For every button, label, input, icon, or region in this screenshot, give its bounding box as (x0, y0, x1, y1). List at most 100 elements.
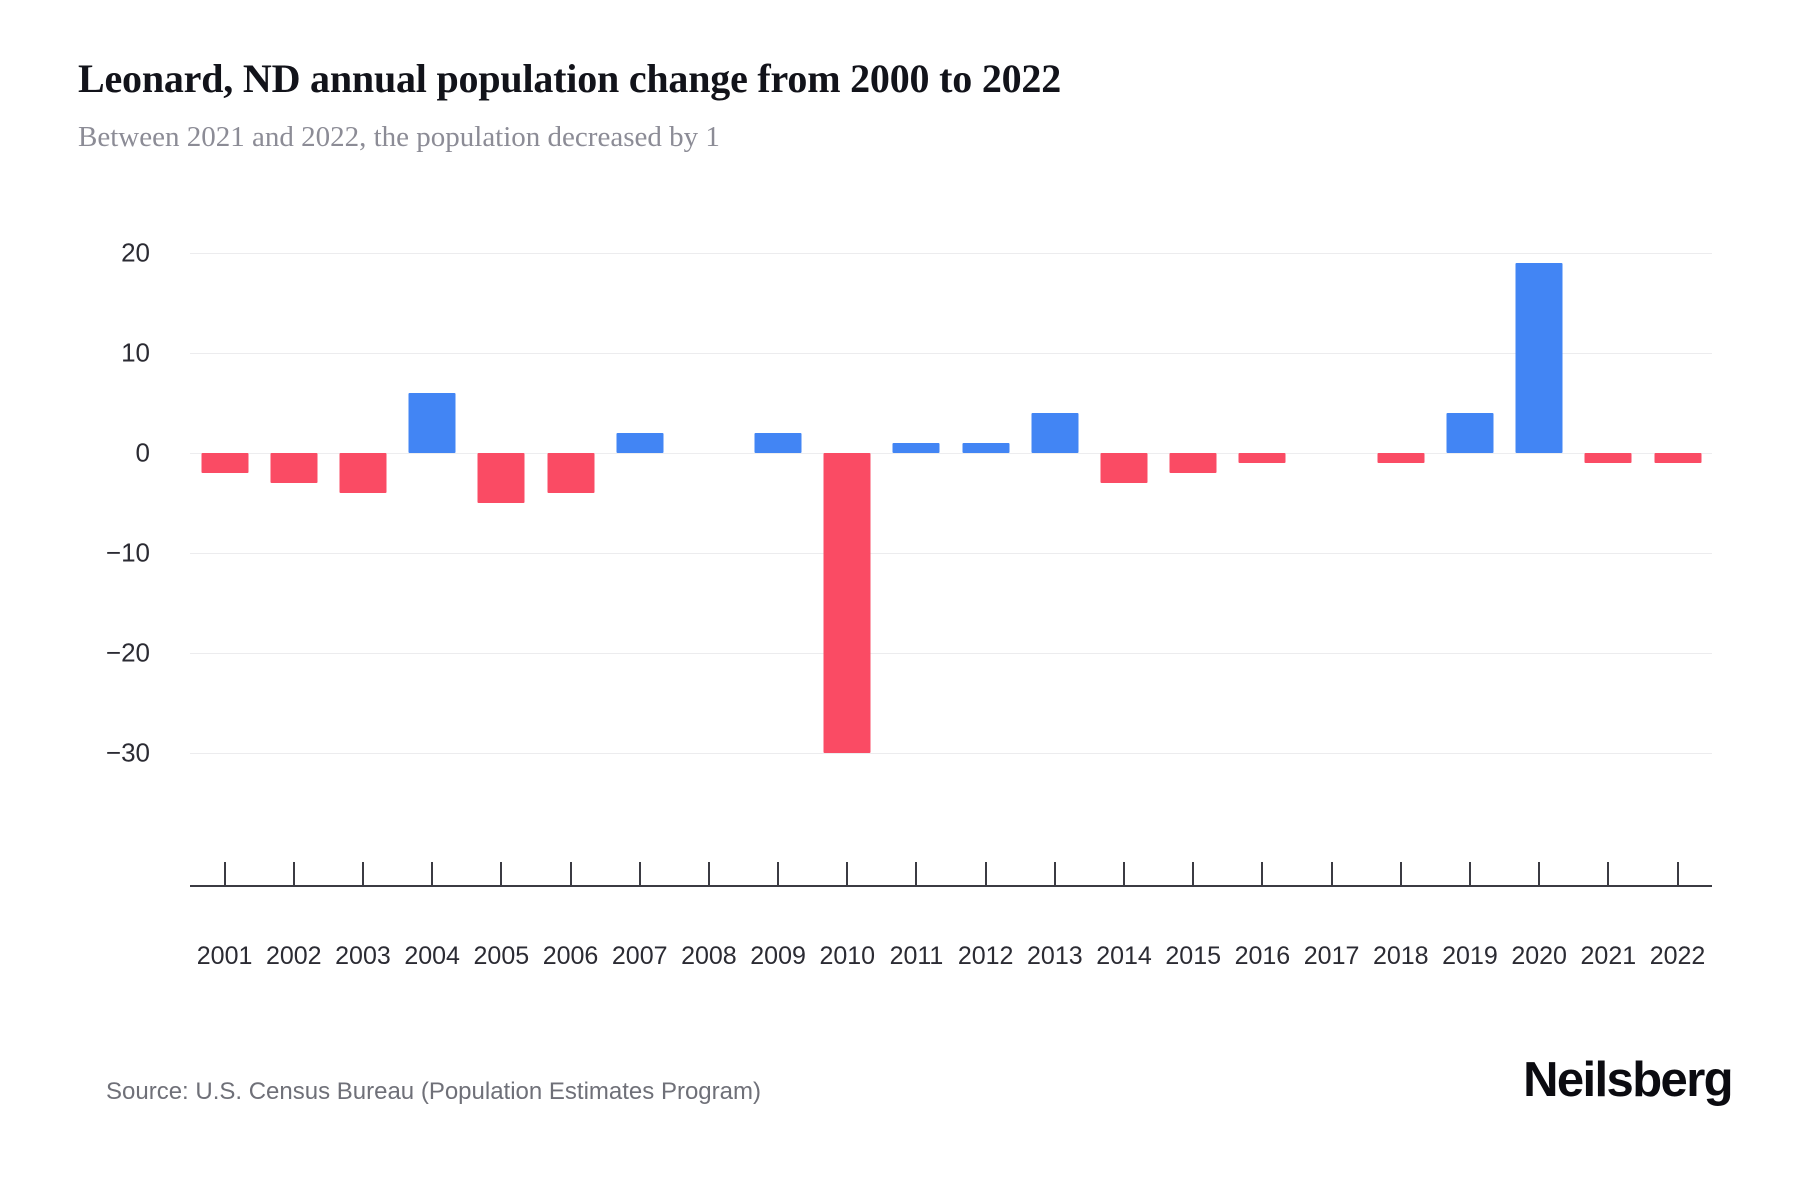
x-tick-mark (1468, 862, 1471, 886)
bar[interactable] (1169, 453, 1217, 473)
bar[interactable] (616, 433, 664, 453)
x-tick-slot (951, 862, 1020, 886)
x-tick-label: 2003 (335, 942, 391, 970)
bar[interactable] (270, 453, 318, 483)
bar[interactable] (823, 453, 871, 753)
x-label-slot: 2005 (467, 900, 536, 970)
gridline (190, 253, 1712, 254)
bar[interactable] (201, 453, 249, 473)
x-tick-label: 2008 (681, 942, 737, 970)
x-label-slot: 2011 (882, 900, 951, 970)
x-label-slot: 2010 (813, 900, 882, 970)
x-tick-label: 2006 (542, 942, 599, 970)
x-label-slot: 2019 (1435, 900, 1504, 970)
x-label-slot: 2013 (1020, 900, 1089, 970)
bar[interactable] (1100, 453, 1148, 483)
bar[interactable] (1515, 263, 1563, 453)
x-tick-slot (813, 862, 882, 886)
x-tick-label: 2020 (1511, 942, 1567, 970)
x-tick-label: 2007 (611, 942, 668, 970)
x-tick-slot (1228, 862, 1297, 886)
x-tick-slot (190, 862, 259, 886)
y-tick-label: −10 (105, 537, 150, 568)
x-tick-label: 2009 (750, 942, 806, 970)
x-label-slot: 2018 (1366, 900, 1435, 970)
gridline (190, 653, 1712, 654)
bar[interactable] (547, 453, 595, 493)
gridline (190, 353, 1712, 354)
x-tick-slot (398, 862, 467, 886)
bar[interactable] (892, 443, 940, 453)
bar[interactable] (408, 393, 456, 453)
x-tick-label: 2016 (1234, 942, 1291, 970)
bar-slot (1159, 253, 1228, 753)
bar-slot (328, 253, 397, 753)
bar-slot (1574, 253, 1643, 753)
x-tick-slot (259, 862, 328, 886)
x-tick-slot (1643, 862, 1712, 886)
x-label-slot: 2020 (1505, 900, 1574, 970)
gridline (190, 753, 1712, 754)
x-tick-mark (431, 862, 434, 886)
bar-slot (536, 253, 605, 753)
x-tick-mark (292, 862, 295, 886)
bar[interactable] (1031, 413, 1079, 453)
x-tick-mark (707, 862, 710, 886)
x-tick-mark (1607, 862, 1610, 886)
y-tick-label: −20 (105, 637, 150, 668)
bar[interactable] (1584, 453, 1632, 463)
bar[interactable] (1238, 453, 1286, 463)
bar-slot (259, 253, 328, 753)
x-tick-label: 2013 (1027, 942, 1083, 970)
x-tick-label: 2005 (473, 942, 530, 970)
x-tick-mark (638, 862, 641, 886)
bar[interactable] (1654, 453, 1702, 463)
x-tick-slot (674, 862, 743, 886)
x-tick-slot (467, 862, 536, 886)
bar[interactable] (339, 453, 387, 493)
plot-area (190, 253, 1712, 754)
brand-logo: Neilsberg (1523, 1053, 1734, 1107)
x-tick-mark (1330, 862, 1333, 886)
x-label-slot: 2021 (1574, 900, 1643, 970)
bar[interactable] (754, 433, 802, 453)
bar[interactable] (1377, 453, 1425, 463)
x-tick-slot (744, 862, 813, 886)
bar-slot (1505, 253, 1574, 753)
x-tick-slot (1366, 862, 1435, 886)
x-tick-mark (500, 862, 503, 886)
bar-slot (1020, 253, 1089, 753)
bar-slot (744, 253, 813, 753)
x-tick-mark (1676, 862, 1679, 886)
x-tick-mark (361, 862, 364, 886)
x-tick-mark (569, 862, 572, 886)
x-tick-label: 2012 (957, 942, 1014, 970)
bar[interactable] (477, 453, 525, 503)
x-tick-mark (1123, 862, 1126, 886)
x-tick-label: 2001 (196, 942, 253, 970)
bar[interactable] (1446, 413, 1494, 453)
y-tick-label: 0 (135, 437, 150, 468)
x-axis-labels: 2001 2002 2003 2004 2005 2006 2007 2008 2009 2010… (190, 900, 1712, 970)
x-tick-slot (1435, 862, 1504, 886)
x-label-slot: 2004 (398, 900, 467, 970)
x-tick-slot (1297, 862, 1366, 886)
x-tick-slot (1574, 862, 1643, 886)
x-tick-label: 2002 (265, 942, 322, 970)
y-axis: 20 10 0 −10 −20 −30 (0, 238, 172, 768)
x-axis-line (190, 885, 1712, 887)
x-tick-mark (846, 862, 849, 886)
x-tick-label: 2015 (1165, 942, 1222, 970)
bar-slot (605, 253, 674, 753)
gridline (190, 453, 1712, 454)
bar-slot (951, 253, 1020, 753)
x-tick-label: 2019 (1442, 942, 1498, 970)
x-tick-mark (1538, 862, 1541, 886)
source-note: Source: U.S. Census Bureau (Population E… (106, 1078, 761, 1105)
bar-slot (1297, 253, 1366, 753)
bar[interactable] (962, 443, 1010, 453)
bar-slot (467, 253, 536, 753)
x-tick-slot (328, 862, 397, 886)
y-tick-label: 20 (121, 237, 150, 268)
bar-slot (1643, 253, 1712, 753)
